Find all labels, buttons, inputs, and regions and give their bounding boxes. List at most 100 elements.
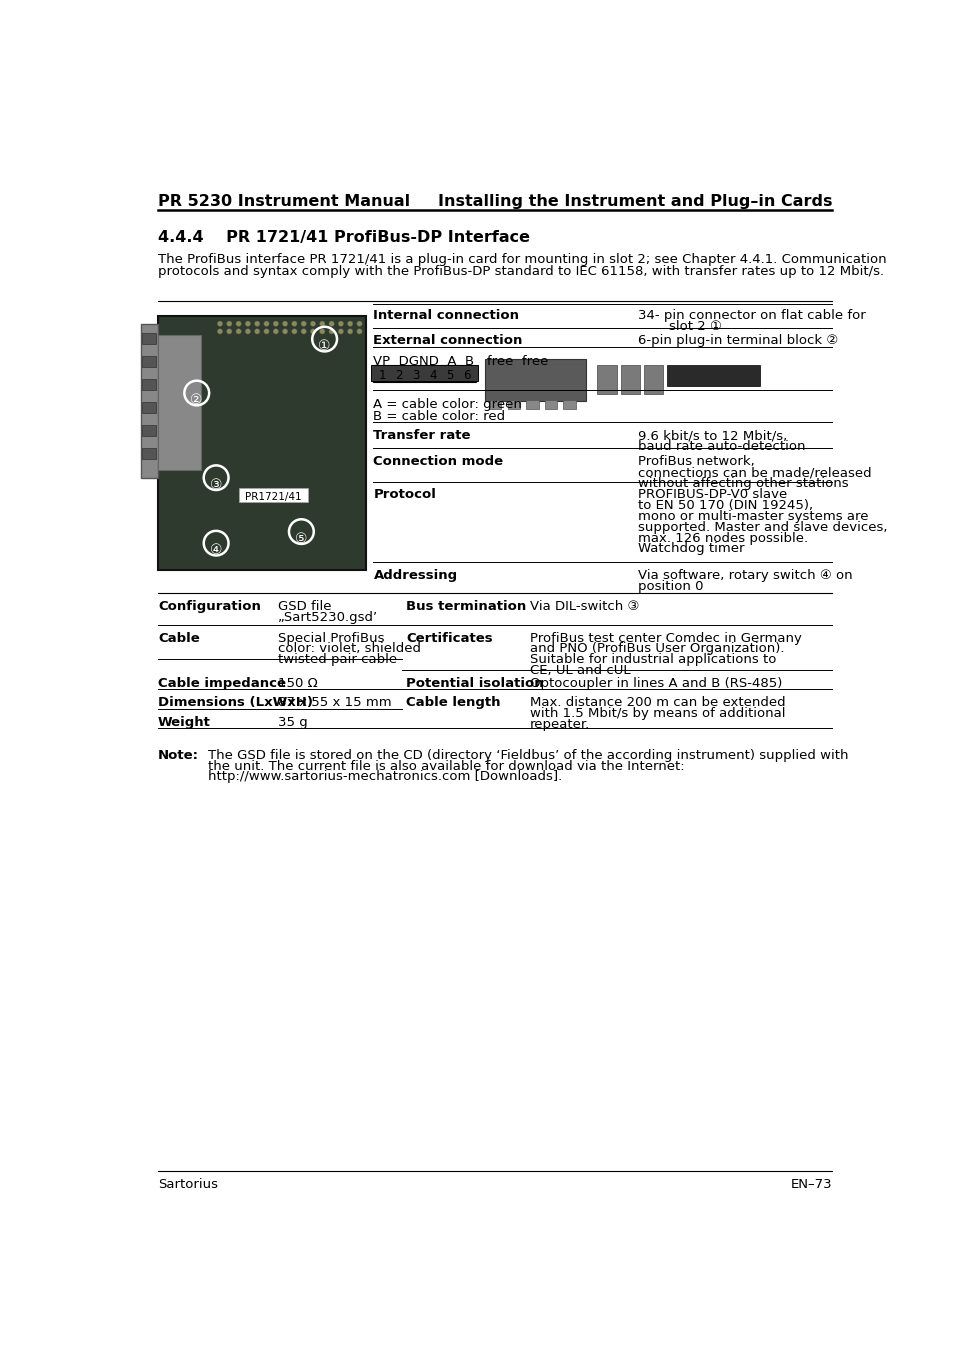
Bar [142,356,156,367]
Text: ①: ① [318,339,331,354]
Text: with 1.5 Mbit/s by means of additional: with 1.5 Mbit/s by means of additional [530,707,784,720]
Text: 6-pin plug-in terminal block ②: 6-pin plug-in terminal block ② [638,335,838,347]
Text: Internal connection: Internal connection [373,309,518,323]
Bar [141,324,158,478]
Circle shape [217,328,222,333]
Bar [620,364,639,394]
Text: Dimensions (LxWxH): Dimensions (LxWxH) [158,697,313,709]
Circle shape [337,321,343,327]
Text: repeater.: repeater. [530,718,590,730]
Text: ④: ④ [210,543,222,558]
Bar [643,364,662,394]
Circle shape [292,328,296,333]
Text: to EN 50 170 (DIN 19245),: to EN 50 170 (DIN 19245), [638,500,813,512]
Circle shape [347,321,353,327]
Text: Configuration: Configuration [158,601,260,613]
Circle shape [356,328,362,333]
Circle shape [329,328,334,333]
Circle shape [235,328,241,333]
Bar [562,400,575,409]
Text: 1: 1 [377,369,385,382]
Text: Sartorius: Sartorius [158,1179,218,1192]
Text: Suitable for industrial applications to: Suitable for industrial applications to [530,653,776,667]
Text: Certificates: Certificates [406,632,492,645]
Text: connections can be made/released: connections can be made/released [638,466,871,479]
Text: „Sart5230.gsd’: „Sart5230.gsd’ [278,612,377,624]
Text: color: violet, shielded: color: violet, shielded [278,643,420,656]
Text: Watchdog timer: Watchdog timer [638,543,744,555]
Bar [142,448,156,459]
Text: The ProfiBus interface PR 1721/41 is a plug-in card for mounting in slot 2; see : The ProfiBus interface PR 1721/41 is a p… [158,252,885,266]
Text: 6: 6 [463,369,471,382]
Text: 9.6 kbit/s to 12 Mbit/s,: 9.6 kbit/s to 12 Mbit/s, [638,429,787,443]
Text: PR1721/41: PR1721/41 [245,491,301,502]
Text: Cable impedance: Cable impedance [158,678,286,690]
Bar [525,400,537,409]
Circle shape [329,321,334,327]
Text: Note:: Note: [158,749,199,761]
Text: 87 x 55 x 15 mm: 87 x 55 x 15 mm [278,697,392,709]
Bar [544,400,557,409]
Text: without affecting other stations: without affecting other stations [638,477,848,490]
Bar [488,400,500,409]
Circle shape [227,321,232,327]
Text: 34- pin connector on flat cable for: 34- pin connector on flat cable for [638,309,865,323]
Text: 5: 5 [446,369,454,382]
Circle shape [264,321,269,327]
Bar [666,364,760,386]
Text: PROFIBUS-DP-V0 slave: PROFIBUS-DP-V0 slave [638,489,787,501]
Bar [371,366,477,381]
Text: ProfiBus test center Comdec in Germany: ProfiBus test center Comdec in Germany [530,632,801,645]
Text: ⑤: ⑤ [294,532,307,545]
Text: baud rate auto-detection: baud rate auto-detection [638,440,805,454]
Text: Addressing: Addressing [373,570,457,582]
Text: Installing the Instrument and Plug–in Cards: Installing the Instrument and Plug–in Ca… [437,194,831,209]
Circle shape [347,328,353,333]
Circle shape [301,321,306,327]
Text: Weight: Weight [158,716,211,729]
Circle shape [282,321,288,327]
Text: the unit. The current file is also available for download via the Internet:: the unit. The current file is also avail… [208,760,684,772]
Bar [142,379,156,390]
Bar [373,366,390,382]
Circle shape [245,321,251,327]
Circle shape [264,328,269,333]
Circle shape [319,321,325,327]
Text: 3: 3 [412,369,419,382]
Text: slot 2 ①: slot 2 ① [669,320,721,333]
Text: ProfiBus network,: ProfiBus network, [638,455,755,468]
Text: position 0: position 0 [638,580,703,593]
Circle shape [310,328,315,333]
Text: 4: 4 [429,369,436,382]
Bar [458,366,476,382]
Bar [441,366,458,382]
Bar [142,402,156,413]
Bar [390,366,407,382]
Circle shape [310,321,315,327]
Text: max. 126 nodes possible.: max. 126 nodes possible. [638,532,808,544]
Bar [158,316,365,570]
Text: EN–73: EN–73 [790,1179,831,1192]
Text: 150 Ω: 150 Ω [278,678,317,690]
Text: The GSD file is stored on the CD (directory ‘Fieldbus’ of the according instrume: The GSD file is stored on the CD (direct… [208,749,848,761]
Bar [507,400,519,409]
Circle shape [337,328,343,333]
Circle shape [292,321,296,327]
Text: 2: 2 [395,369,402,382]
Text: Cable: Cable [158,632,199,645]
Bar [597,364,617,394]
Text: PR 5230 Instrument Manual: PR 5230 Instrument Manual [158,194,410,209]
Circle shape [254,328,259,333]
Text: Optocoupler in lines A and B (RS-485): Optocoupler in lines A and B (RS-485) [530,678,781,690]
Bar [484,359,585,401]
Text: and PNO (ProfiBus User Organization).: and PNO (ProfiBus User Organization). [530,643,783,656]
Circle shape [319,328,325,333]
Text: 4.4.4    PR 1721/41 ProfiBus-DP Interface: 4.4.4 PR 1721/41 ProfiBus-DP Interface [158,230,530,244]
Text: External connection: External connection [373,335,522,347]
Text: CE, UL and cUL: CE, UL and cUL [530,664,630,678]
Text: supported. Master and slave devices,: supported. Master and slave devices, [638,521,887,533]
Circle shape [356,321,362,327]
Text: Cable length: Cable length [406,697,500,709]
Text: Protocol: Protocol [373,489,436,501]
Circle shape [282,328,288,333]
